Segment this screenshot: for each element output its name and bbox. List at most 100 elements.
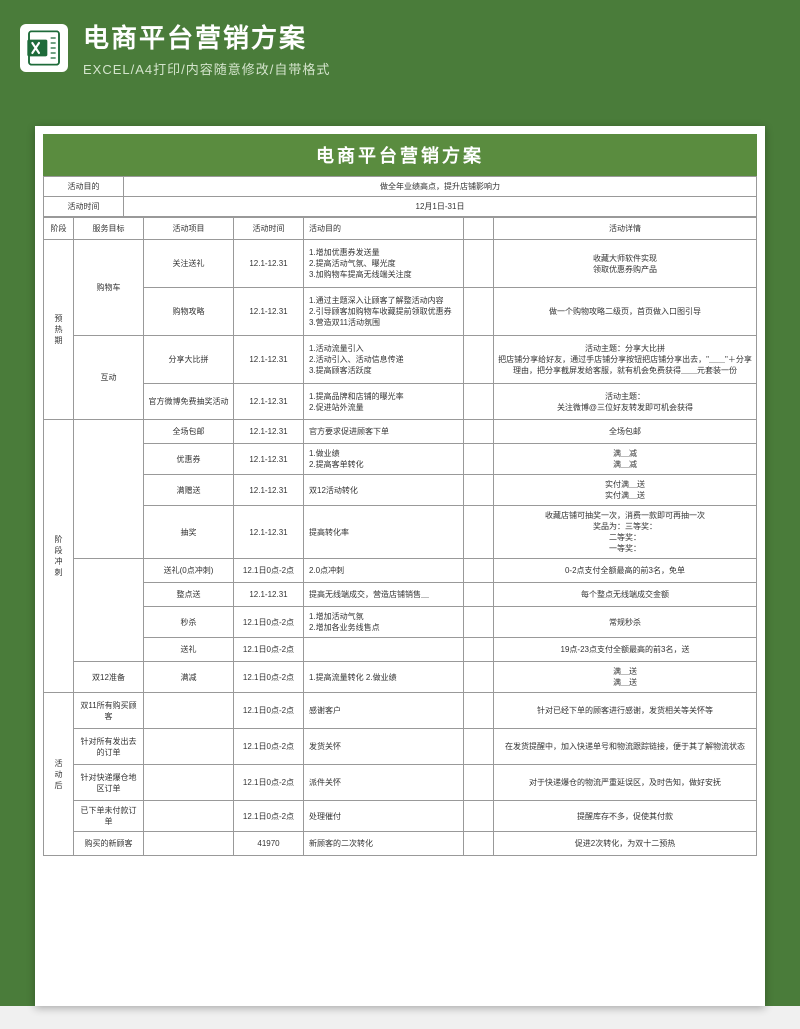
column-header: 活动时间 — [234, 218, 304, 240]
time-cell: 12.1-12.31 — [234, 288, 304, 336]
project-cell — [144, 765, 234, 801]
purpose-cell: 1.增加优惠券发送量2.提高活动气氛、曝光度3.加购物车提高无线端关注度 — [304, 240, 464, 288]
blank-cell — [464, 240, 494, 288]
detail-cell: 针对已经下单的顾客进行感谢，发货相关等关怀等 — [494, 693, 757, 729]
column-header: 活动详情 — [494, 218, 757, 240]
time-cell: 12.1日0点-2点 — [234, 693, 304, 729]
time-cell: 12.1-12.31 — [234, 384, 304, 420]
detail-cell: 19点-23点支付全额最高的前3名，送 — [494, 638, 757, 662]
target-cell: 双11所有购买顾客 — [74, 693, 144, 729]
project-cell: 秒杀 — [144, 607, 234, 638]
info-table: 活动目的做全年业绩高点，提升店铺影响力活动时间12月1日-31日 — [43, 176, 757, 217]
time-cell: 12.1-12.31 — [234, 583, 304, 607]
target-cell: 购买的新顾客 — [74, 832, 144, 856]
phase-cell: 阶段冲刺 — [44, 420, 74, 693]
blank-cell — [464, 765, 494, 801]
detail-cell: 0-2点支付全额最高的前3名，免单 — [494, 559, 757, 583]
detail-cell: 对于快递爆仓的物流严重延误区，及时告知，做好安抚 — [494, 765, 757, 801]
target-cell: 针对快递爆仓地区订单 — [74, 765, 144, 801]
purpose-cell: 1.活动流量引入2.活动引入、活动信息传递3.提高顾客活跃度 — [304, 336, 464, 384]
time-cell: 12.1日0点-2点 — [234, 729, 304, 765]
project-cell: 分享大比拼 — [144, 336, 234, 384]
detail-cell: 常规秒杀 — [494, 607, 757, 638]
header-text: 电商平台营销方案 EXCEL/A4打印/内容随意修改/自带格式 — [83, 18, 330, 78]
info-row: 活动时间12月1日-31日 — [44, 197, 757, 217]
blank-cell — [464, 662, 494, 693]
detail-cell: 提醒库存不多，促使其付款 — [494, 801, 757, 832]
table-row: 官方微博免费抽奖活动12.1-12.311.提高品牌和店铺的曝光率2.促进站外流… — [44, 384, 757, 420]
excel-icon — [20, 24, 68, 72]
purpose-cell: 2.0点冲刺 — [304, 559, 464, 583]
target-cell — [74, 420, 144, 559]
detail-cell: 实付满＿送实付满＿送 — [494, 475, 757, 506]
purpose-cell: 提高无线端成交，营造店铺销售＿ — [304, 583, 464, 607]
time-cell: 12.1日0点-2点 — [234, 638, 304, 662]
blank-cell — [464, 336, 494, 384]
purpose-cell: 1.提高品牌和店铺的曝光率2.促进站外流量 — [304, 384, 464, 420]
purpose-cell: 新顾客的二次转化 — [304, 832, 464, 856]
purpose-cell: 发货关怀 — [304, 729, 464, 765]
table-row: 针对快递爆仓地区订单12.1日0点-2点派件关怀对于快递爆仓的物流严重延误区，及… — [44, 765, 757, 801]
time-cell: 12.1日0点-2点 — [234, 662, 304, 693]
table-row: 活动后双11所有购买顾客12.1日0点-2点感谢客户针对已经下单的顾客进行感谢，… — [44, 693, 757, 729]
column-header: 服务目标 — [74, 218, 144, 240]
blank-cell — [464, 638, 494, 662]
detail-cell: 做一个购物攻略二级页，首页做入口图引导 — [494, 288, 757, 336]
column-header: 阶段 — [44, 218, 74, 240]
table-row: 互动分享大比拼12.1-12.311.活动流量引入2.活动引入、活动信息传递3.… — [44, 336, 757, 384]
blank-cell — [464, 444, 494, 475]
purpose-cell: 感谢客户 — [304, 693, 464, 729]
document-title: 电商平台营销方案 — [43, 134, 757, 176]
detail-cell: 活动主题：分享大比拼把店铺分享给好友，通过手店铺分享按钮把店铺分享出去，"＿＿"… — [494, 336, 757, 384]
detail-cell: 满＿减满＿减 — [494, 444, 757, 475]
detail-cell: 每个整点无线端成交金额 — [494, 583, 757, 607]
document-container: 电商平台营销方案 活动目的做全年业绩高点，提升店铺影响力活动时间12月1日-31… — [0, 96, 800, 1006]
time-cell: 12.1-12.31 — [234, 444, 304, 475]
blank-cell — [464, 475, 494, 506]
table-header-row: 阶段服务目标活动项目活动时间活动目的 活动详情 — [44, 218, 757, 240]
blank-cell — [464, 801, 494, 832]
blank-cell — [464, 384, 494, 420]
project-cell — [144, 693, 234, 729]
purpose-cell: 1.提高流量转化 2.做业绩 — [304, 662, 464, 693]
table-row: 抽奖12.1-12.31提高转化率收藏店铺可抽奖一次，消费一款即可再抽一次奖品为… — [44, 506, 757, 559]
purpose-cell: 官方要求促进顾客下单 — [304, 420, 464, 444]
column-header: 活动项目 — [144, 218, 234, 240]
info-value: 12月1日-31日 — [124, 197, 757, 217]
project-cell: 满赠送 — [144, 475, 234, 506]
header-subtitle: EXCEL/A4打印/内容随意修改/自带格式 — [83, 59, 330, 78]
target-cell — [74, 559, 144, 662]
table-row: 针对所有发出去的订单12.1日0点-2点发货关怀在发货提醒中，加入快递单号和物流… — [44, 729, 757, 765]
blank-cell — [464, 506, 494, 559]
blank-cell — [464, 693, 494, 729]
project-cell: 满减 — [144, 662, 234, 693]
table-row: 送礼12.1日0点-2点19点-23点支付全额最高的前3名，送 — [44, 638, 757, 662]
purpose-cell: 处理催付 — [304, 801, 464, 832]
purpose-cell: 双12活动转化 — [304, 475, 464, 506]
column-header: 活动目的 — [304, 218, 464, 240]
table-row: 优惠券12.1-12.311.做业绩2.提高客单转化满＿减满＿减 — [44, 444, 757, 475]
project-cell — [144, 729, 234, 765]
project-cell: 整点送 — [144, 583, 234, 607]
purpose-cell: 提高转化率 — [304, 506, 464, 559]
blank-cell — [464, 420, 494, 444]
time-cell: 12.1-12.31 — [234, 240, 304, 288]
time-cell: 12.1-12.31 — [234, 506, 304, 559]
project-cell: 全场包邮 — [144, 420, 234, 444]
time-cell: 41970 — [234, 832, 304, 856]
blank-cell — [464, 607, 494, 638]
detail-cell: 在发货提醒中，加入快递单号和物流跟踪链接，便于其了解物流状态 — [494, 729, 757, 765]
table-row: 秒杀12.1日0点-2点1.增加活动气氛2.增加各业务线售点常规秒杀 — [44, 607, 757, 638]
time-cell: 12.1-12.31 — [234, 420, 304, 444]
target-cell: 双12准备 — [74, 662, 144, 693]
purpose-cell: 1.通过主题深入让顾客了解整活动内容2.引导顾客加购物车收藏提前领取优惠券3.营… — [304, 288, 464, 336]
table-row: 购买的新顾客41970新顾客的二次转化促进2次转化，为双十二预热 — [44, 832, 757, 856]
purpose-cell: 1.增加活动气氛2.增加各业务线售点 — [304, 607, 464, 638]
info-row: 活动目的做全年业绩高点，提升店铺影响力 — [44, 177, 757, 197]
info-label: 活动目的 — [44, 177, 124, 197]
project-cell: 抽奖 — [144, 506, 234, 559]
table-row: 阶段冲刺全场包邮12.1-12.31官方要求促进顾客下单全场包邮 — [44, 420, 757, 444]
table-row: 满赠送12.1-12.31双12活动转化实付满＿送实付满＿送 — [44, 475, 757, 506]
info-value: 做全年业绩高点，提升店铺影响力 — [124, 177, 757, 197]
table-row: 已下单未付款订单12.1日0点-2点处理催付提醒库存不多，促使其付款 — [44, 801, 757, 832]
